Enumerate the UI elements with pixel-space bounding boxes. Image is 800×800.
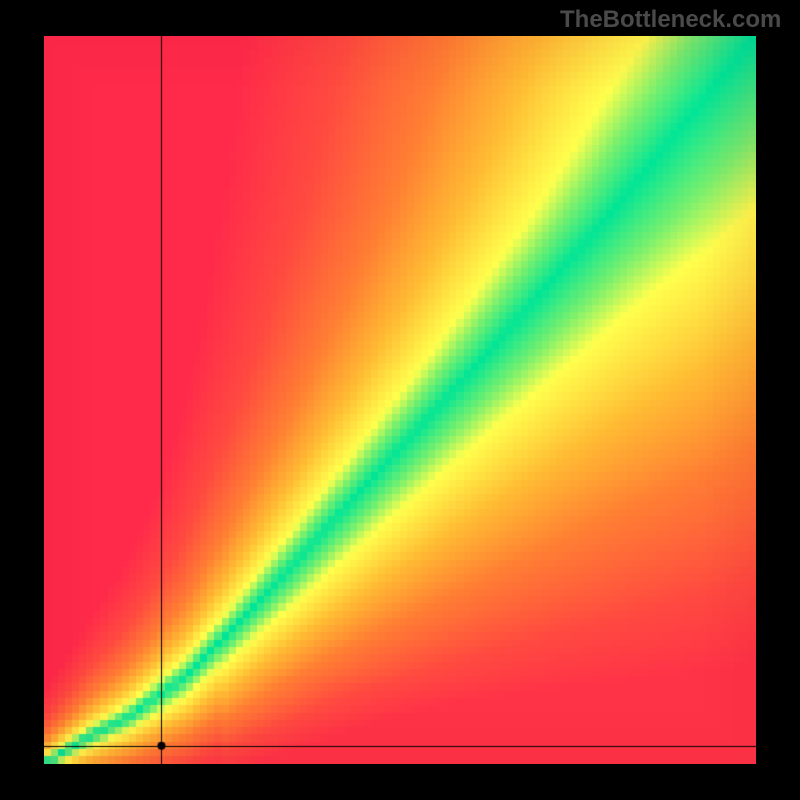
attribution-label: TheBottleneck.com	[560, 6, 781, 34]
chart-container: TheBottleneck.com	[0, 0, 800, 800]
bottleneck-heatmap	[44, 36, 756, 764]
